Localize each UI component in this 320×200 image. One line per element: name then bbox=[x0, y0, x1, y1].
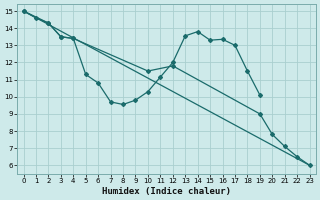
X-axis label: Humidex (Indice chaleur): Humidex (Indice chaleur) bbox=[102, 187, 231, 196]
